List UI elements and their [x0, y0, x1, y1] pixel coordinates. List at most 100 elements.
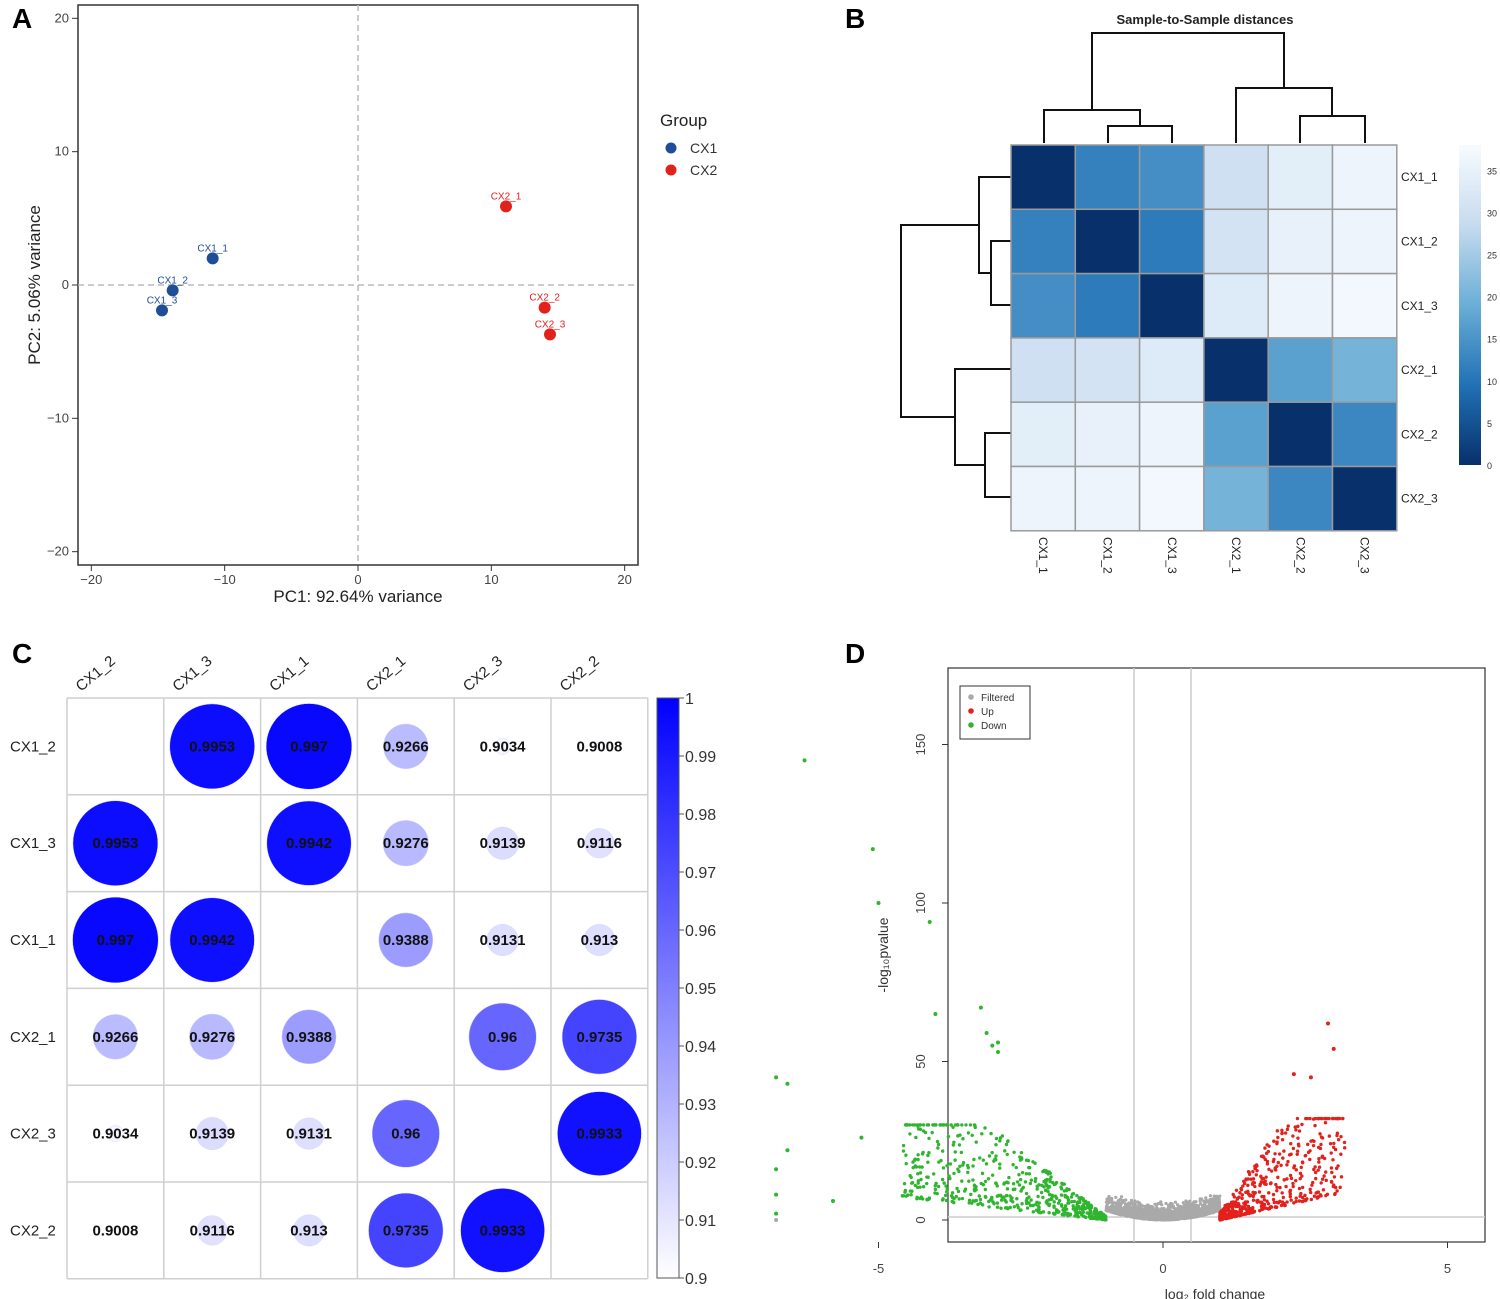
volcano-up-point	[1300, 1195, 1305, 1200]
volcano-down-point	[1089, 1203, 1093, 1207]
volcano-down-point	[913, 1157, 917, 1161]
volcano-up-point	[1260, 1205, 1265, 1209]
correlation-value: 0.9131	[480, 932, 526, 949]
pca-x-tick-label: 20	[617, 572, 631, 587]
distance-row-label: CX2_2	[1401, 427, 1438, 441]
volcano-down-point	[926, 1153, 930, 1158]
volcano-up-point	[1282, 1149, 1286, 1153]
volcano-down-point	[910, 1181, 915, 1185]
volcano-down-point	[1028, 1181, 1033, 1186]
volcano-up-point	[1316, 1190, 1321, 1194]
volcano-filtered-point	[1217, 1200, 1221, 1204]
volcano-filtered-point	[1160, 1218, 1164, 1222]
distance-column-label: CX1_1	[1036, 537, 1050, 574]
volcano-down-point	[960, 1196, 965, 1201]
volcano-legend-down: Down	[981, 721, 1007, 732]
volcano-up-point	[1342, 1146, 1347, 1150]
volcano-up-point	[1253, 1191, 1257, 1195]
volcano-up-point	[1291, 1146, 1296, 1151]
volcano-x-tick-label: 0	[1159, 1261, 1166, 1276]
volcano-up-point	[1306, 1142, 1310, 1147]
volcano-filtered-point	[1217, 1202, 1222, 1206]
volcano-down-point	[941, 1166, 946, 1170]
volcano-down-point	[968, 1123, 973, 1127]
volcano-down-point	[1076, 1214, 1080, 1218]
volcano-filtered-point	[1190, 1205, 1194, 1209]
volcano-filtered-point	[1204, 1196, 1208, 1200]
volcano-up-point	[1251, 1169, 1255, 1174]
volcano-down-point	[990, 1150, 994, 1155]
volcano-down-point	[953, 1150, 957, 1154]
volcano-down-point	[984, 1030, 989, 1035]
volcano-up-point	[1332, 1145, 1336, 1149]
volcano-x-tick-label: 5	[1444, 1261, 1451, 1276]
volcano-up-point	[1289, 1142, 1293, 1146]
volcano-down-point	[964, 1123, 968, 1127]
volcano-down-point	[972, 1157, 976, 1162]
volcano-down-point	[1080, 1208, 1085, 1212]
volcano-down-point	[1024, 1172, 1029, 1176]
volcano-legend-up-dot	[968, 708, 974, 714]
volcano-down-point	[947, 1174, 951, 1178]
volcano-up-point	[1303, 1193, 1307, 1198]
volcano-up-point	[1321, 1188, 1326, 1192]
volcano-up-point	[1291, 1181, 1295, 1186]
pca-point-label: CX2_3	[535, 319, 566, 330]
correlation-row-label: CX2_2	[10, 1222, 56, 1239]
correlation-row-label: CX1_2	[10, 738, 56, 755]
volcano-down-point	[1065, 1187, 1069, 1191]
volcano-up-point	[1218, 1217, 1223, 1222]
volcano-filtered-point	[1106, 1202, 1110, 1206]
volcano-filtered-point	[1175, 1214, 1179, 1218]
volcano-down-point	[1012, 1150, 1016, 1154]
volcano-up-point	[1291, 1072, 1296, 1077]
correlation-value: 0.9139	[480, 835, 526, 852]
volcano-up-point	[1320, 1177, 1325, 1181]
volcano-up-point	[1263, 1157, 1267, 1162]
volcano-down-point	[785, 1148, 790, 1153]
volcano-down-point	[944, 1123, 949, 1127]
volcano-up-point	[1287, 1153, 1292, 1157]
volcano-down-point	[774, 1167, 779, 1172]
correlation-value: 0.9933	[576, 1126, 622, 1143]
correlation-circle	[378, 912, 434, 968]
volcano-down-point	[1070, 1192, 1075, 1196]
volcano-down-point	[994, 1158, 998, 1162]
volcano-up-point	[1317, 1160, 1321, 1164]
volcano-down-point	[1069, 1195, 1074, 1199]
correlation-scale-tick: 1	[685, 691, 694, 708]
correlation-circle	[368, 1192, 444, 1268]
volcano-up-point	[1276, 1135, 1280, 1140]
volcano-down-point	[830, 1198, 835, 1203]
volcano-down-point	[1050, 1193, 1054, 1197]
volcano-up-point	[1279, 1163, 1283, 1167]
volcano-down-point	[937, 1160, 941, 1164]
volcano-filtered-point	[1188, 1208, 1193, 1212]
volcano-up-point	[1316, 1168, 1320, 1172]
volcano-down-point	[1065, 1196, 1070, 1200]
volcano-down-point	[1036, 1194, 1040, 1199]
pca-legend-cx1-dot	[665, 142, 677, 154]
volcano-up-point	[1332, 1183, 1336, 1187]
volcano-down-point	[976, 1202, 980, 1207]
correlation-circle	[111, 1226, 120, 1235]
volcano-filtered-point	[1147, 1208, 1151, 1213]
distance-scale-tick: 15	[1487, 335, 1497, 345]
volcano-down-point	[998, 1193, 1003, 1198]
distance-column-labels: CX1_1 CX1_2 CX1_3 CX2_1 CX2_2 CX2_3	[1036, 537, 1372, 574]
volcano-down-point	[914, 1165, 919, 1169]
distance-cell-cx1_3-cx1_2	[1074, 272, 1141, 339]
correlation-circle	[195, 1117, 229, 1151]
volcano-down-point	[940, 1149, 945, 1153]
distance-color-scale	[1459, 145, 1481, 465]
volcano-up-point	[1317, 1165, 1322, 1169]
volcano-up-point	[1260, 1180, 1265, 1184]
volcano-up-point	[1240, 1193, 1244, 1197]
distance-scale-tick: 0	[1487, 461, 1492, 471]
volcano-down-point	[927, 1151, 931, 1155]
volcano-down-point	[1083, 1215, 1088, 1219]
volcano-down-point	[1049, 1175, 1053, 1179]
volcano-filtered-point	[1188, 1215, 1192, 1219]
volcano-down-point	[974, 1140, 978, 1144]
volcano-down-point	[995, 1040, 1000, 1045]
